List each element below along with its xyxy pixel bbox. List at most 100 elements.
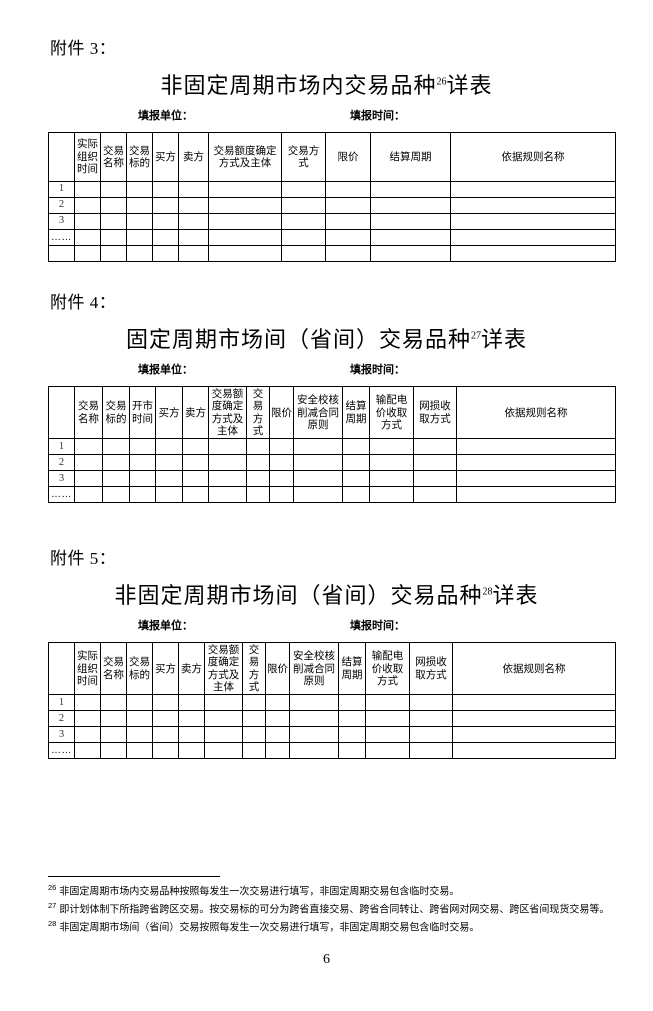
table-cell-empty[interactable] <box>325 244 371 262</box>
table-cell-empty[interactable] <box>242 742 266 760</box>
table-cell-empty[interactable] <box>100 196 127 214</box>
table-cell-empty[interactable] <box>74 710 101 728</box>
table-cell-empty[interactable] <box>182 486 209 504</box>
table-cell-empty[interactable] <box>126 726 153 744</box>
table-cell-empty[interactable] <box>413 486 457 504</box>
table-cell-empty[interactable] <box>126 180 153 198</box>
table-cell-empty[interactable] <box>74 726 101 744</box>
table-cell-empty[interactable] <box>370 212 451 230</box>
table-cell-empty[interactable] <box>74 228 101 246</box>
table-cell-empty[interactable] <box>178 742 205 760</box>
table-cell-empty[interactable] <box>74 196 101 214</box>
table-cell-empty[interactable] <box>281 212 326 230</box>
table-cell-empty[interactable] <box>100 726 127 744</box>
table-cell-empty[interactable] <box>204 710 243 728</box>
table-cell-empty[interactable] <box>74 470 103 488</box>
table-cell-empty[interactable] <box>456 470 616 488</box>
table-cell-empty[interactable] <box>413 454 457 472</box>
table-cell-empty[interactable] <box>369 454 414 472</box>
table-cell-empty[interactable] <box>155 454 183 472</box>
table-cell-empty[interactable] <box>409 742 453 760</box>
table-cell-empty[interactable] <box>409 710 453 728</box>
table-cell-empty[interactable] <box>74 438 103 456</box>
table-cell-empty[interactable] <box>204 694 243 712</box>
table-cell-empty[interactable] <box>289 726 339 744</box>
table-cell-empty[interactable] <box>325 196 371 214</box>
table-cell-empty[interactable] <box>126 742 153 760</box>
table-cell-empty[interactable] <box>281 228 326 246</box>
table-cell-empty[interactable] <box>450 196 616 214</box>
table-cell-empty[interactable] <box>342 454 370 472</box>
table-cell-empty[interactable] <box>242 710 266 728</box>
table-cell-empty[interactable] <box>126 244 153 262</box>
table-cell-empty[interactable] <box>370 244 451 262</box>
table-cell-empty[interactable] <box>182 438 209 456</box>
table-cell-empty[interactable] <box>452 710 616 728</box>
table-cell-empty[interactable] <box>342 438 370 456</box>
table-cell-empty[interactable] <box>365 694 410 712</box>
table-cell-empty[interactable] <box>74 486 103 504</box>
table-cell-empty[interactable] <box>242 694 266 712</box>
table-cell-empty[interactable] <box>269 470 294 488</box>
table-cell-empty[interactable] <box>369 486 414 504</box>
table-cell-empty[interactable] <box>293 470 343 488</box>
table-cell-empty[interactable] <box>152 726 179 744</box>
table-cell-empty[interactable] <box>365 742 410 760</box>
table-cell-empty[interactable] <box>178 212 209 230</box>
table-cell-empty[interactable] <box>325 180 371 198</box>
table-cell-empty[interactable] <box>246 454 270 472</box>
table-cell-empty[interactable] <box>289 710 339 728</box>
table-cell-empty[interactable] <box>74 180 101 198</box>
table-cell-empty[interactable] <box>182 454 209 472</box>
table-cell-empty[interactable] <box>152 244 179 262</box>
table-cell-empty[interactable] <box>129 486 156 504</box>
table-cell-empty[interactable] <box>178 180 209 198</box>
table-cell-empty[interactable] <box>100 244 127 262</box>
table-cell-empty[interactable] <box>152 180 179 198</box>
table-cell-empty[interactable] <box>155 470 183 488</box>
table-cell-empty[interactable] <box>456 486 616 504</box>
table-cell-empty[interactable] <box>325 228 371 246</box>
table-cell-empty[interactable] <box>152 196 179 214</box>
table-cell-empty[interactable] <box>178 726 205 744</box>
table-cell-empty[interactable] <box>452 742 616 760</box>
table-cell-empty[interactable] <box>129 454 156 472</box>
table-cell-empty[interactable] <box>289 742 339 760</box>
table-cell-empty[interactable] <box>370 180 451 198</box>
table-cell-empty[interactable] <box>208 228 282 246</box>
table-cell-empty[interactable] <box>152 212 179 230</box>
table-cell-empty[interactable] <box>74 694 101 712</box>
table-cell-empty[interactable] <box>269 454 294 472</box>
table-cell-empty[interactable] <box>338 742 366 760</box>
table-cell-empty[interactable] <box>102 486 130 504</box>
table-cell-empty[interactable] <box>126 694 153 712</box>
table-cell-empty[interactable] <box>246 486 270 504</box>
table-cell-empty[interactable] <box>409 726 453 744</box>
table-cell-empty[interactable] <box>452 694 616 712</box>
table-cell-empty[interactable] <box>208 196 282 214</box>
table-cell-empty[interactable] <box>342 470 370 488</box>
table-cell-empty[interactable] <box>102 438 130 456</box>
table-cell-empty[interactable] <box>293 454 343 472</box>
table-cell-empty[interactable] <box>208 180 282 198</box>
table-cell-empty[interactable] <box>369 438 414 456</box>
table-cell-empty[interactable] <box>456 438 616 456</box>
table-cell-empty[interactable] <box>365 726 410 744</box>
table-cell-empty[interactable] <box>246 470 270 488</box>
table-cell-empty[interactable] <box>152 228 179 246</box>
table-cell-empty[interactable] <box>100 710 127 728</box>
table-cell-empty[interactable] <box>342 486 370 504</box>
table-cell-empty[interactable] <box>450 180 616 198</box>
table-cell-empty[interactable] <box>293 438 343 456</box>
table-cell-empty[interactable] <box>452 726 616 744</box>
table-cell-empty[interactable] <box>100 694 127 712</box>
table-cell-empty[interactable] <box>208 212 282 230</box>
table-cell-empty[interactable] <box>265 726 290 744</box>
table-cell-empty[interactable] <box>204 726 243 744</box>
table-cell-empty[interactable] <box>129 470 156 488</box>
table-cell-empty[interactable] <box>265 694 290 712</box>
table-cell-empty[interactable] <box>204 742 243 760</box>
table-cell-empty[interactable] <box>450 212 616 230</box>
table-cell-empty[interactable] <box>155 438 183 456</box>
table-cell-empty[interactable] <box>100 228 127 246</box>
